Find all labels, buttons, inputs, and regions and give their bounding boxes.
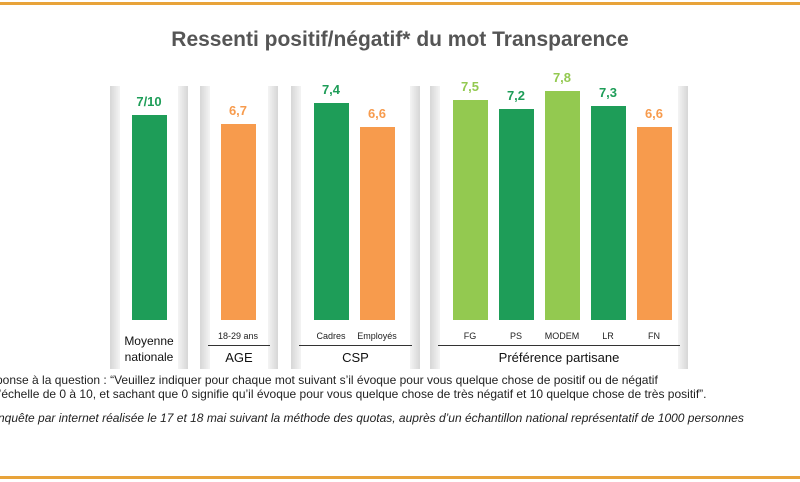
value-label: 6,6: [367, 105, 387, 121]
bar: [544, 91, 580, 320]
bar: [220, 123, 256, 320]
top-rule: [0, 2, 800, 5]
value-label: 7,4: [321, 82, 341, 98]
value-label: 6,7: [228, 102, 248, 118]
footnote-question-line1: *Réponse à la question : “Veuillez indiq…: [0, 373, 658, 387]
group-label: Moyenne nationale: [124, 334, 174, 364]
value-label: 6,6: [644, 105, 664, 121]
panel-3: [291, 86, 420, 369]
group-separator: [438, 345, 680, 346]
value-label: 7,5: [460, 79, 480, 95]
chart-title: Ressenti positif/négatif* du mot Transpa…: [171, 28, 629, 51]
group-separator: [299, 345, 412, 346]
bar: [131, 114, 167, 320]
category-label: FG: [463, 331, 477, 341]
bar: [590, 106, 626, 320]
value-label: 7,2: [506, 88, 526, 104]
footnote-method: Enquête par internet réalisée le 17 et 1…: [0, 411, 744, 425]
bar: [636, 126, 672, 320]
group-label: CSP: [342, 350, 369, 365]
value-label: 7,3: [598, 85, 618, 101]
group-separator: [208, 345, 270, 346]
bar: [452, 100, 488, 320]
category-label: 18-29 ans: [217, 331, 259, 341]
value-label: 7,8: [552, 70, 572, 86]
bottom-rule: [0, 476, 800, 479]
value-label: 7/10: [136, 93, 162, 109]
category-label: Cadres: [316, 331, 346, 341]
bar: [498, 109, 534, 320]
category-label: MODEM: [544, 331, 580, 341]
footnote-question-line2: sur l’échelle de 0 à 10, et sachant que …: [0, 387, 707, 401]
group-label: AGE: [225, 350, 253, 365]
group-label: Préférence partisane: [498, 350, 620, 365]
bar: [313, 103, 349, 320]
bar: [359, 126, 395, 320]
category-label: Employés: [357, 331, 397, 341]
category-label: LR: [602, 331, 614, 341]
category-label: PS: [509, 331, 522, 341]
category-label: FN: [648, 331, 660, 341]
